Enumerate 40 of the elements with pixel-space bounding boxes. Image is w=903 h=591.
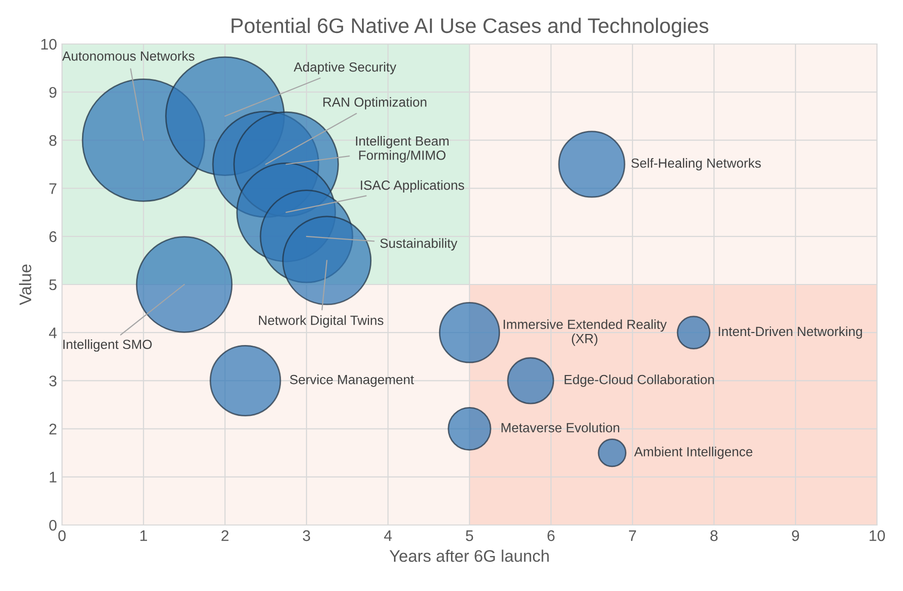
series-label: Adaptive Security xyxy=(294,62,396,74)
series-label: Metaverse Evolution xyxy=(502,422,620,432)
series-label: Intent-Driven Networking xyxy=(718,326,862,339)
x-tick-label: 0 xyxy=(58,530,66,542)
x-tick-label: 5 xyxy=(466,530,474,542)
x-tick-label: 8 xyxy=(710,530,718,542)
y-tick-label: 9 xyxy=(49,86,56,98)
x-tick-label: 3 xyxy=(302,530,310,542)
y-tick-label: 0 xyxy=(49,520,57,531)
x-axis-title: Years after 6G launch xyxy=(390,550,549,562)
x-tick-label: 2 xyxy=(222,530,228,541)
text: ISAC Applications xyxy=(360,180,464,192)
x-tick-label: 6 xyxy=(548,530,555,542)
series-label: Intelligent SMO xyxy=(63,339,152,352)
series-label: Edge-Cloud Collaboration xyxy=(564,374,714,387)
x-tick-label: 4 xyxy=(384,530,392,541)
series-label: Network Digital Twins xyxy=(259,315,384,328)
y-tick-label: 7 xyxy=(49,183,56,194)
x-tick-label: 10 xyxy=(870,530,885,542)
text: Sustainability xyxy=(380,238,458,251)
series-label: Self-Healing Networks xyxy=(631,158,761,170)
chart-title: Potential 6G Native AI Use Cases and Technologies xyxy=(232,18,708,38)
y-tick-label: 3 xyxy=(49,376,56,386)
series-label: Immersive Extended Reality (XR) xyxy=(504,319,667,346)
series-label: Autonomous Networks xyxy=(62,51,194,61)
text: RAN Optimization xyxy=(323,97,426,110)
y-tick-label: 5 xyxy=(49,280,56,290)
y-axis-title: Value xyxy=(19,264,32,306)
series-label: Service Management xyxy=(290,374,414,387)
series-label: Intelligent Beam Forming/MIMO xyxy=(356,136,449,163)
series-label: Ambient Intelligence xyxy=(634,446,752,459)
y-tick-label: 6 xyxy=(49,231,56,242)
y-tick-label: 10 xyxy=(41,38,57,50)
x-tick-label: 9 xyxy=(792,530,800,542)
x-tick-label: 1 xyxy=(140,530,148,541)
y-tick-label: 1 xyxy=(50,472,56,482)
x-tick-label: 7 xyxy=(629,530,636,541)
y-tick-label: 2 xyxy=(49,424,56,434)
y-tick-label: 4 xyxy=(48,328,57,338)
y-tick-label: 8 xyxy=(49,135,56,146)
